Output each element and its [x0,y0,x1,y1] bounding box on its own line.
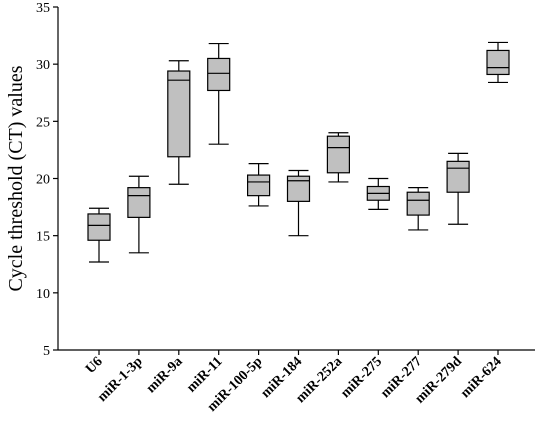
box-group [326,132,350,183]
y-tick-label: 25 [36,115,50,130]
y-tick-label: 35 [36,1,50,16]
iqr-box [87,213,111,241]
iqr-box [406,191,430,216]
box-group [366,177,390,210]
iqr-box [247,174,271,197]
y-ticks: 5 10 15 20 25 30 35 [36,1,58,359]
y-tick-label: 30 [36,58,50,73]
y-tick-label: 10 [36,287,50,302]
box-group [207,42,231,145]
iqr-box [286,175,311,202]
box-group [406,187,430,231]
iqr-box [167,70,191,158]
x-tick-label: miR-275 [338,354,385,401]
iqr-box [326,135,350,174]
box-group [446,152,470,225]
y-tick-label: 5 [43,344,50,359]
box-group [486,41,510,84]
y-tick-label: 15 [36,230,50,245]
iqr-box [207,57,231,92]
x-tick-label: U6 [83,354,106,377]
box-group [167,60,191,185]
iqr-box [127,187,151,218]
box-group [247,163,271,207]
x-ticks: U6miR-1-3pmiR-9amiR-11miR-100-5pmiR-184m… [83,350,505,415]
x-tick-label: miR-9a [144,354,186,396]
y-tick-label: 20 [36,173,50,188]
box-group [87,207,111,263]
x-tick-label: miR-624 [458,354,505,401]
box-series [87,41,510,263]
box-group [127,175,151,254]
box-group [286,169,311,237]
iqr-box [446,160,470,193]
y-axis-label: Cycle threshold (CT) values [5,65,27,291]
iqr-box [486,49,510,76]
